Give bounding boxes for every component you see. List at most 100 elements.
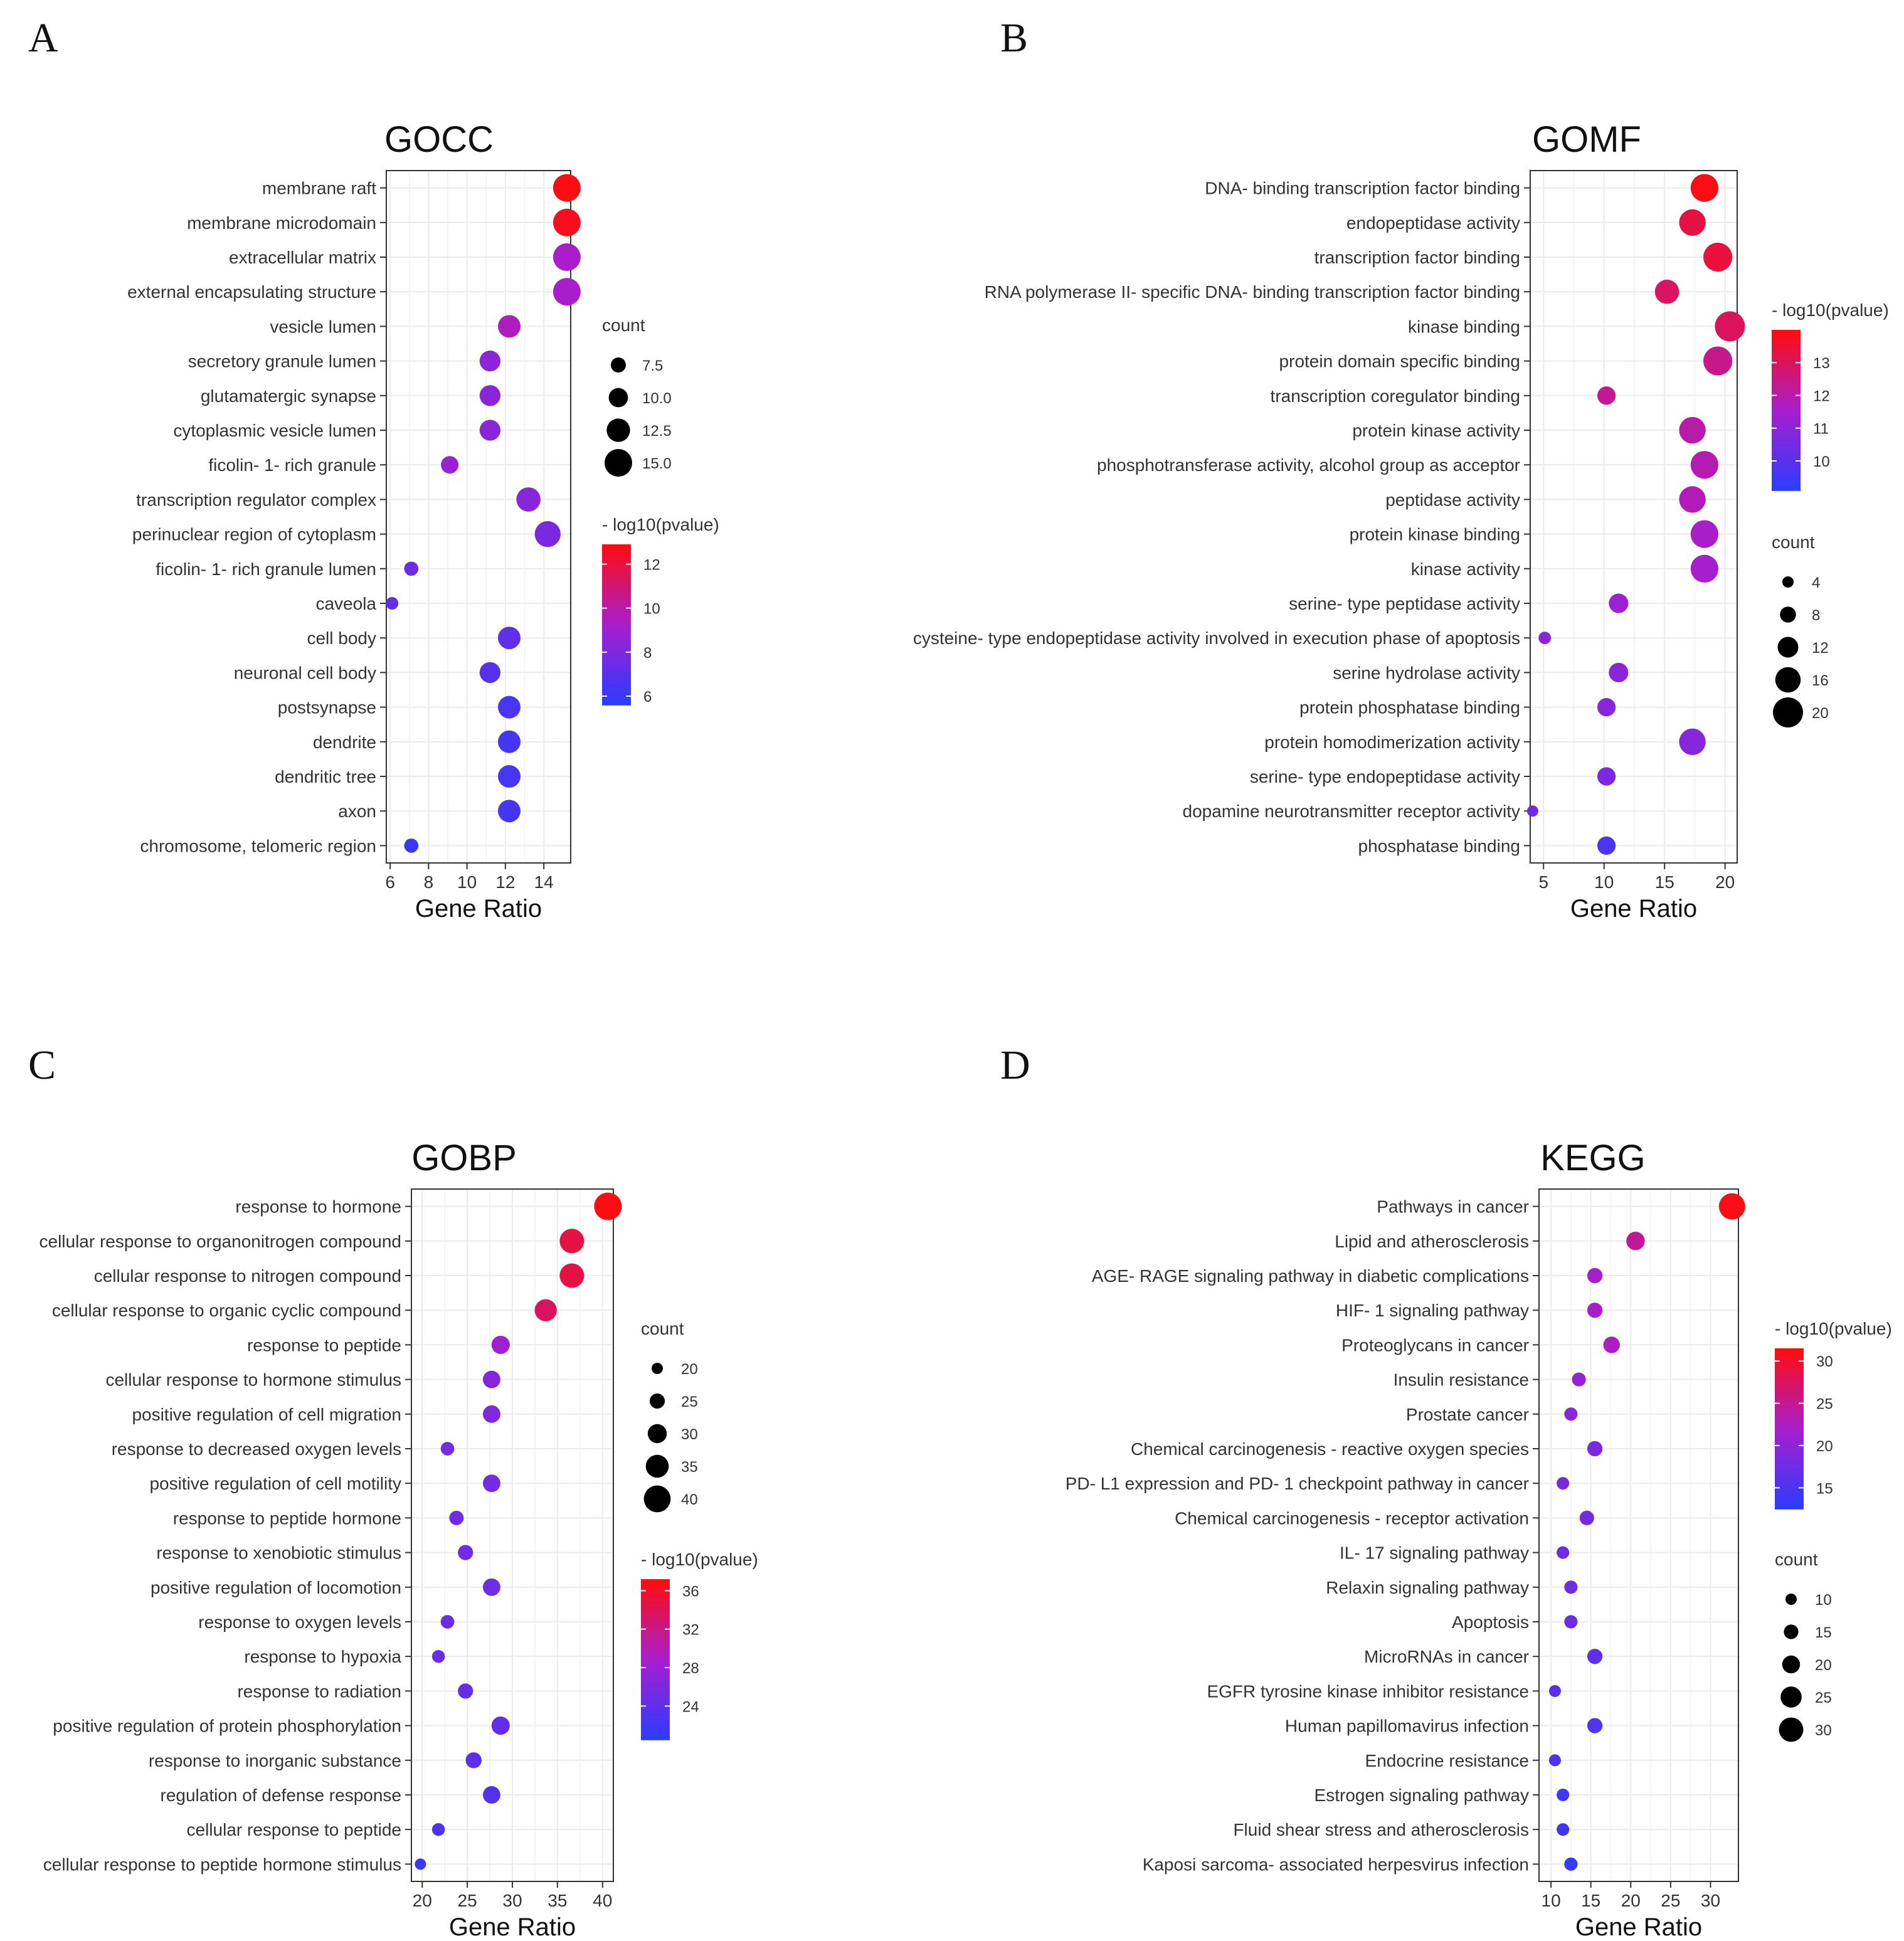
color-bar-segment: [641, 1634, 670, 1637]
size-legend-dot: [1777, 637, 1799, 658]
color-bar-segment: [1775, 1486, 1804, 1489]
size-legend-dot: [645, 1454, 669, 1478]
size-legend-label: 4: [1812, 574, 1820, 591]
color-bar-segment: [602, 655, 631, 658]
x-tick-label: 12: [495, 872, 515, 892]
size-legend-label: 35: [681, 1459, 698, 1476]
color-bar-segment: [1775, 1429, 1804, 1432]
category-label: external encapsulating structure: [127, 282, 376, 302]
category-label: Fluid shear stress and atherosclerosis: [1233, 1820, 1529, 1839]
data-point: [559, 1263, 584, 1288]
color-bar-segment: [641, 1677, 670, 1680]
size-legend-label: 25: [681, 1394, 698, 1410]
color-bar-segment: [1772, 458, 1801, 461]
color-bar-segment: [641, 1727, 670, 1730]
category-label: response to inorganic substance: [149, 1751, 401, 1770]
color-bar-segment: [1775, 1409, 1804, 1412]
category-label: positive regulation of protein phosphory…: [53, 1716, 401, 1736]
color-bar-segment: [602, 584, 631, 588]
category-label: positive regulation of cell migration: [132, 1405, 401, 1424]
color-bar-segment: [1775, 1348, 1804, 1351]
color-bar-segment: [602, 592, 631, 595]
color-bar-segment: [641, 1584, 670, 1587]
color-bar-segment: [602, 680, 631, 683]
category-label: phosphotransferase activity, alcohol gro…: [1097, 455, 1520, 475]
color-bar-segment: [641, 1649, 670, 1653]
category-label: Endocrine resistance: [1365, 1751, 1529, 1770]
color-bar-segment: [602, 637, 631, 640]
color-bar-segment: [1772, 345, 1801, 348]
chart-title: GOCC: [384, 119, 494, 160]
category-label: MicroRNAs in cancer: [1364, 1647, 1529, 1666]
color-legend-title: - log10(pvalue): [1772, 300, 1889, 320]
color-bar-segment: [1772, 352, 1801, 356]
color-bar-segment: [1775, 1376, 1804, 1379]
data-point: [498, 800, 521, 823]
color-bar-segment: [1775, 1353, 1804, 1357]
data-point: [1603, 1336, 1620, 1353]
data-point: [1564, 1615, 1578, 1629]
color-bar-segment: [602, 672, 631, 675]
panel-letter: A: [28, 15, 58, 61]
color-bar-segment: [641, 1715, 670, 1718]
data-point: [1679, 728, 1706, 755]
size-legend-label: 20: [1812, 705, 1829, 722]
category-label: kinase binding: [1408, 317, 1520, 336]
category-label: Insulin resistance: [1394, 1370, 1529, 1390]
chart-title: GOBP: [411, 1138, 517, 1178]
color-bar-segment: [602, 630, 631, 633]
data-point: [553, 174, 581, 202]
category-label: dopamine neurotransmitter receptor activ…: [1183, 801, 1520, 821]
color-bar-segment: [602, 595, 631, 598]
color-legend-label: 28: [682, 1660, 699, 1677]
category-label: Relaxin signaling pathway: [1326, 1578, 1529, 1597]
data-point: [404, 561, 419, 576]
color-bar-segment: [1775, 1361, 1804, 1364]
color-bar-segment: [1775, 1378, 1804, 1382]
color-bar-segment: [641, 1717, 670, 1720]
data-point: [1564, 1580, 1578, 1594]
color-bar-segment: [602, 600, 631, 603]
category-label: EGFR tyrosine kinase inhibitor resistanc…: [1207, 1681, 1529, 1701]
data-point: [482, 1786, 500, 1804]
color-bar-segment: [641, 1657, 670, 1660]
x-tick-label: 20: [1715, 872, 1735, 892]
color-bar-segment: [641, 1720, 670, 1723]
color-bar-segment: [1772, 470, 1801, 473]
category-label: protein kinase activity: [1352, 421, 1520, 440]
color-bar-segment: [641, 1629, 670, 1632]
color-bar-segment: [641, 1722, 670, 1725]
color-bar-segment: [1775, 1414, 1804, 1417]
data-point: [1597, 386, 1616, 405]
category-label: phosphatase binding: [1358, 836, 1520, 855]
color-bar-segment: [1772, 380, 1801, 383]
x-tick-label: 15: [1655, 872, 1674, 892]
color-bar-segment: [602, 640, 631, 643]
data-point: [1703, 242, 1733, 272]
size-legend-label: 20: [681, 1361, 698, 1378]
color-bar-segment: [1775, 1373, 1804, 1377]
color-bar-segment: [602, 610, 631, 613]
data-point: [1548, 1754, 1561, 1767]
color-bar-segment: [602, 695, 631, 698]
data-point: [1679, 486, 1706, 513]
category-label: endopeptidase activity: [1346, 213, 1520, 233]
color-bar-segment: [1772, 395, 1801, 398]
color-bar-segment: [602, 622, 631, 625]
color-bar-segment: [1775, 1396, 1804, 1399]
size-legend-label: 30: [681, 1426, 698, 1443]
color-bar-segment: [602, 564, 631, 568]
data-point: [1557, 1788, 1570, 1802]
color-legend-label: 25: [1816, 1396, 1833, 1413]
size-legend-label: 7.5: [642, 357, 663, 374]
data-point: [482, 1474, 500, 1493]
color-legend-label: 8: [643, 645, 652, 662]
x-axis-title: Gene Ratio: [1570, 895, 1697, 923]
color-bar-segment: [641, 1619, 670, 1622]
color-bar-segment: [641, 1624, 670, 1627]
color-bar-segment: [602, 554, 631, 558]
data-point: [553, 243, 581, 271]
color-bar-segment: [641, 1679, 670, 1683]
color-bar-segment: [602, 562, 631, 565]
